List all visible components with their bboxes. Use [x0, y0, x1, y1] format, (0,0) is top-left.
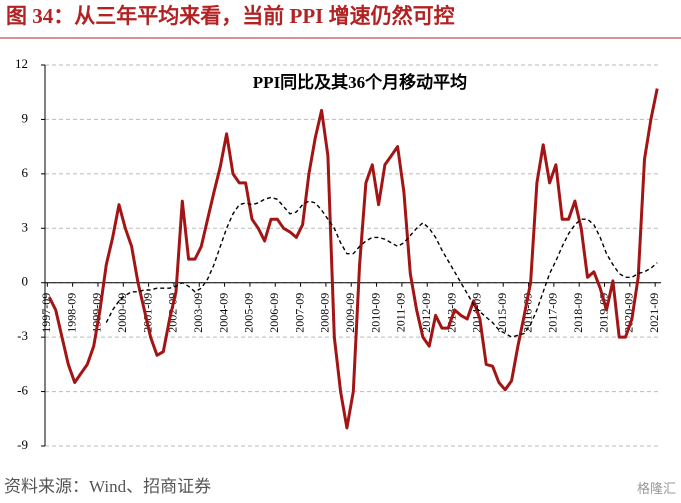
- x-tick-label: 2006-09: [267, 293, 281, 333]
- watermark: 格隆汇: [637, 481, 676, 496]
- y-tick-label: 0: [22, 274, 29, 289]
- chart-subtitle: PPI同比及其36个月移动平均: [253, 72, 467, 92]
- y-tick-label: 9: [22, 110, 29, 125]
- y-tick-label: 6: [22, 165, 29, 180]
- y-tick-label: 12: [15, 56, 28, 71]
- y-tick-label: -3: [17, 328, 28, 343]
- y-tick-label: -9: [17, 437, 28, 452]
- x-tick-label: 2015-09: [495, 293, 509, 333]
- x-tick-label: 2005-09: [242, 293, 256, 333]
- series-line: [105, 196, 658, 338]
- x-tick-label: 2003-09: [191, 293, 205, 333]
- series-line: [47, 88, 659, 430]
- x-tick-label: 1998-09: [64, 293, 78, 333]
- y-tick-label: 3: [22, 219, 29, 234]
- x-tick-label: 2004-09: [216, 293, 230, 333]
- source: 资料来源：Wind、招商证券: [4, 477, 211, 496]
- x-tick-label: 2010-09: [368, 293, 382, 333]
- x-tick-label: 2021-09: [647, 293, 661, 333]
- x-tick-label: 2009-09: [343, 293, 357, 333]
- x-tick-label: 2012-09: [419, 293, 433, 333]
- x-tick-label: 2008-09: [318, 293, 332, 333]
- y-tick-label: -6: [17, 383, 28, 398]
- chart-title: 图 34：从三年平均来看，当前 PPI 增速仍然可控: [6, 4, 455, 28]
- x-tick-label: 2013-09: [444, 293, 458, 333]
- x-tick-label: 2017-09: [546, 293, 560, 333]
- x-tick-label: 2007-09: [292, 293, 306, 333]
- x-tick-label: 2018-09: [571, 293, 585, 333]
- x-tick-label: 1997-09: [39, 293, 53, 333]
- x-tick-label: 2011-09: [394, 293, 408, 333]
